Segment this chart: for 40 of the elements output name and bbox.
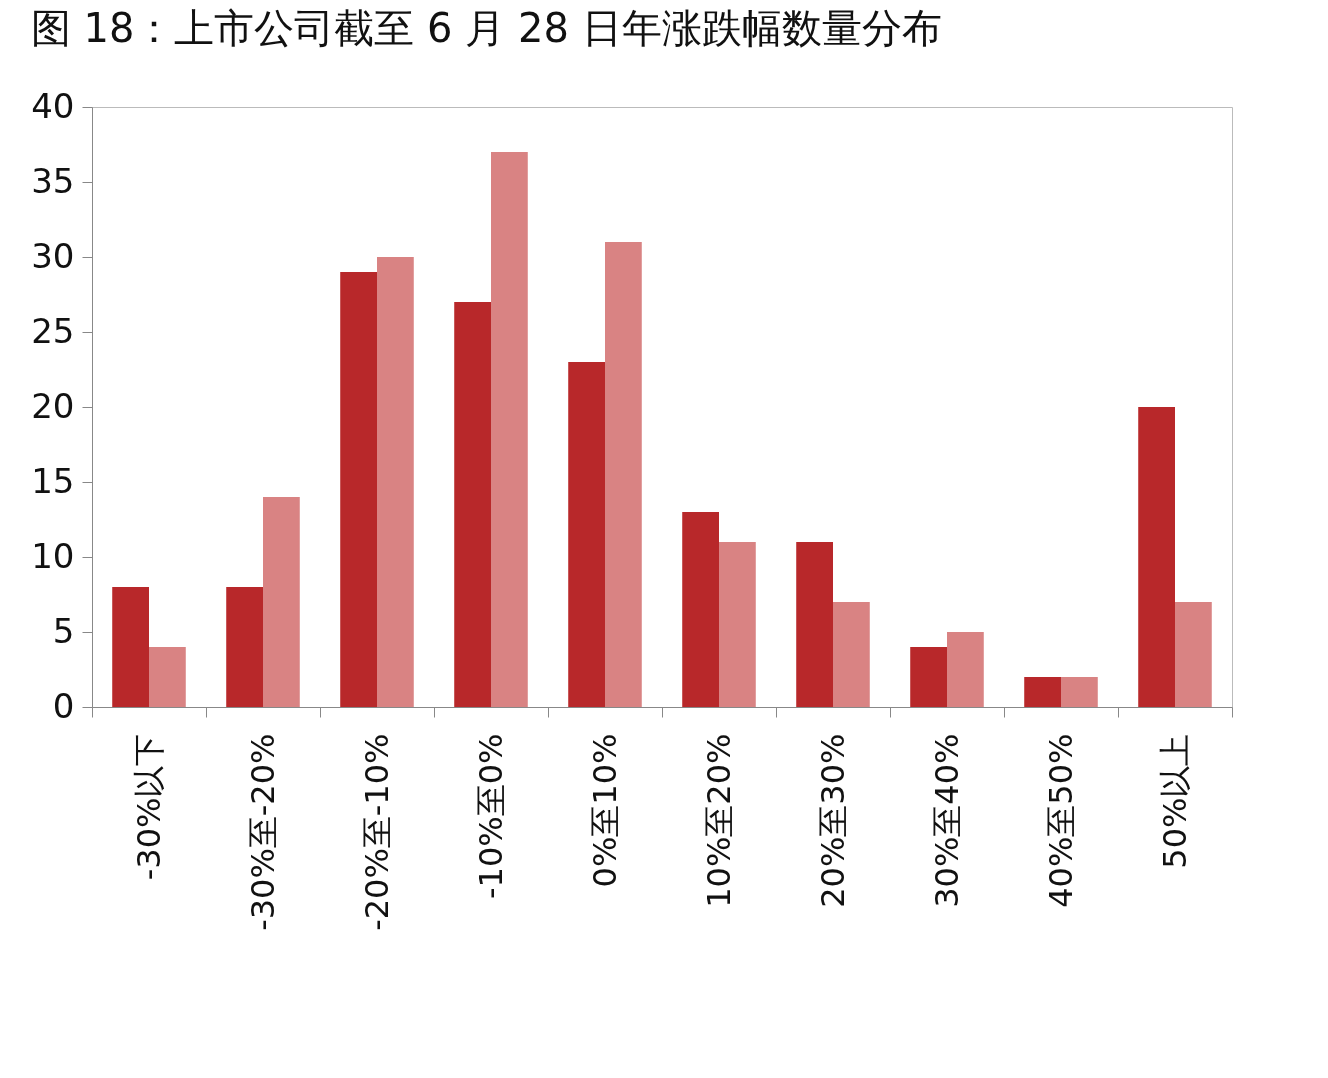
- bar: [947, 632, 984, 707]
- x-tick-label: -10%至0%: [471, 733, 510, 899]
- y-tick-label: 15: [31, 460, 75, 501]
- y-tick-label: 20: [31, 385, 75, 426]
- bar: [454, 302, 491, 707]
- x-tick-label: 10%至20%: [699, 733, 738, 908]
- bar: [1061, 677, 1098, 707]
- x-tick-label: -20%至-10%: [357, 733, 396, 931]
- bar: [340, 272, 377, 707]
- x-tick-label: 20%至30%: [813, 733, 852, 908]
- bar: [605, 242, 642, 707]
- bar: [1138, 407, 1175, 707]
- bar: [910, 647, 947, 707]
- bar: [226, 587, 263, 707]
- bar: [263, 497, 300, 707]
- bar: [833, 602, 870, 707]
- y-tick-label: 25: [31, 310, 75, 351]
- bar: [491, 152, 528, 707]
- bar: [1175, 602, 1212, 707]
- bar: [796, 542, 833, 707]
- x-tick-label: -30%至-20%: [243, 733, 282, 931]
- x-tick-label: 0%至10%: [585, 733, 624, 888]
- bar: [112, 587, 149, 707]
- bar: [1024, 677, 1061, 707]
- bar: [149, 647, 186, 707]
- bar: [682, 512, 719, 707]
- y-tick-label: 30: [31, 235, 75, 276]
- y-tick-label: 35: [31, 160, 75, 201]
- y-tick-label: 0: [52, 685, 75, 726]
- x-tick-label: -30%以下: [129, 733, 168, 881]
- y-tick-label: 40: [31, 85, 75, 126]
- chart-title: 图 18：上市公司截至 6 月 28 日年涨跌幅数量分布: [30, 5, 942, 51]
- x-tick-label: 40%至50%: [1041, 733, 1080, 908]
- x-tick-label: 30%至40%: [927, 733, 966, 908]
- bar: [568, 362, 605, 707]
- x-tick-label: 50%以上: [1155, 733, 1194, 869]
- y-tick-label: 5: [52, 610, 75, 651]
- bar: [719, 542, 756, 707]
- y-tick-label: 10: [31, 535, 75, 576]
- bar: [377, 257, 414, 707]
